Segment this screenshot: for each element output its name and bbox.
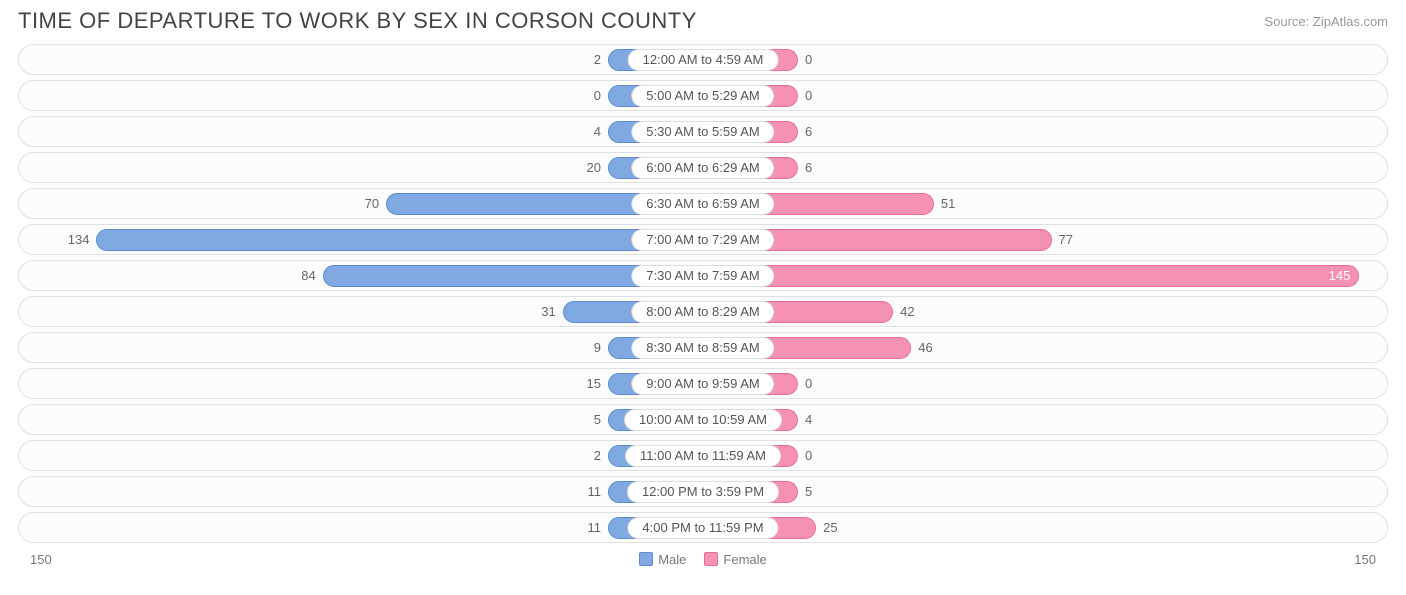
- chart-row: 4 6 5:30 AM to 5:59 AM: [18, 116, 1388, 147]
- category-label: 5:30 AM to 5:59 AM: [631, 121, 774, 143]
- male-value: 31: [541, 304, 563, 319]
- male-bar: 134: [96, 229, 703, 251]
- male-value: 9: [594, 340, 609, 355]
- category-label: 12:00 PM to 3:59 PM: [627, 481, 779, 503]
- male-value: 2: [594, 448, 609, 463]
- male-value: 4: [594, 124, 609, 139]
- category-label: 10:00 AM to 10:59 AM: [624, 409, 782, 431]
- category-label: 6:30 AM to 6:59 AM: [631, 193, 774, 215]
- chart-row: 15 0 9:00 AM to 9:59 AM: [18, 368, 1388, 399]
- female-value: 46: [910, 340, 932, 355]
- male-value: 70: [365, 196, 387, 211]
- male-value: 2: [594, 52, 609, 67]
- female-value: 6: [797, 124, 812, 139]
- male-value: 15: [587, 376, 609, 391]
- female-value: 4: [797, 412, 812, 427]
- male-value: 134: [68, 232, 98, 247]
- category-label: 6:00 AM to 6:29 AM: [631, 157, 774, 179]
- category-label: 5:00 AM to 5:29 AM: [631, 85, 774, 107]
- male-value: 84: [301, 268, 323, 283]
- legend: Male Female: [639, 552, 767, 567]
- legend-label: Male: [658, 552, 686, 567]
- chart-row: 11 5 12:00 PM to 3:59 PM: [18, 476, 1388, 507]
- female-value: 77: [1051, 232, 1073, 247]
- category-label: 12:00 AM to 4:59 AM: [628, 49, 779, 71]
- chart-row: 31 42 8:00 AM to 8:29 AM: [18, 296, 1388, 327]
- legend-item: Female: [704, 552, 766, 567]
- female-bar: 145: [703, 265, 1359, 287]
- female-value: 0: [797, 448, 812, 463]
- female-value: 0: [797, 376, 812, 391]
- category-label: 7:30 AM to 7:59 AM: [631, 265, 774, 287]
- female-value: 42: [892, 304, 914, 319]
- male-value: 11: [588, 520, 610, 535]
- female-value: 6: [797, 160, 812, 175]
- female-value: 25: [815, 520, 837, 535]
- category-label: 11:00 AM to 11:59 AM: [625, 445, 781, 467]
- category-label: 4:00 PM to 11:59 PM: [627, 517, 778, 539]
- legend-label: Female: [723, 552, 766, 567]
- chart-row: 2 0 11:00 AM to 11:59 AM: [18, 440, 1388, 471]
- chart-row: 20 6 6:00 AM to 6:29 AM: [18, 152, 1388, 183]
- chart-row: 84 145 7:30 AM to 7:59 AM: [18, 260, 1388, 291]
- chart-row: 5 4 10:00 AM to 10:59 AM: [18, 404, 1388, 435]
- legend-swatch: [639, 552, 653, 566]
- category-label: 9:00 AM to 9:59 AM: [631, 373, 774, 395]
- chart-row: 0 0 5:00 AM to 5:29 AM: [18, 80, 1388, 111]
- chart-title: TIME OF DEPARTURE TO WORK BY SEX IN CORS…: [18, 8, 697, 34]
- category-label: 8:30 AM to 8:59 AM: [631, 337, 774, 359]
- source-label: Source: ZipAtlas.com: [1264, 14, 1388, 29]
- legend-item: Male: [639, 552, 686, 567]
- axis-max-left: 150: [30, 552, 52, 567]
- category-label: 8:00 AM to 8:29 AM: [631, 301, 774, 323]
- male-value: 0: [594, 88, 609, 103]
- axis-max-right: 150: [1354, 552, 1376, 567]
- chart-area: 2012:00 AM to 4:59 AM005:00 AM to 5:29 A…: [0, 44, 1406, 543]
- legend-swatch: [704, 552, 718, 566]
- chart-row: 70 51 6:30 AM to 6:59 AM: [18, 188, 1388, 219]
- female-value: 0: [797, 88, 812, 103]
- female-value: 145: [1321, 268, 1359, 283]
- male-value: 5: [594, 412, 609, 427]
- male-value: 11: [588, 484, 610, 499]
- category-label: 7:00 AM to 7:29 AM: [631, 229, 774, 251]
- chart-row: 11 25 4:00 PM to 11:59 PM: [18, 512, 1388, 543]
- female-value: 51: [933, 196, 955, 211]
- chart-row: 9 46 8:30 AM to 8:59 AM: [18, 332, 1388, 363]
- female-value: 0: [797, 52, 812, 67]
- chart-row: 134 77 7:00 AM to 7:29 AM: [18, 224, 1388, 255]
- male-value: 20: [587, 160, 609, 175]
- female-value: 5: [797, 484, 812, 499]
- chart-row: 2 0 12:00 AM to 4:59 AM: [18, 44, 1388, 75]
